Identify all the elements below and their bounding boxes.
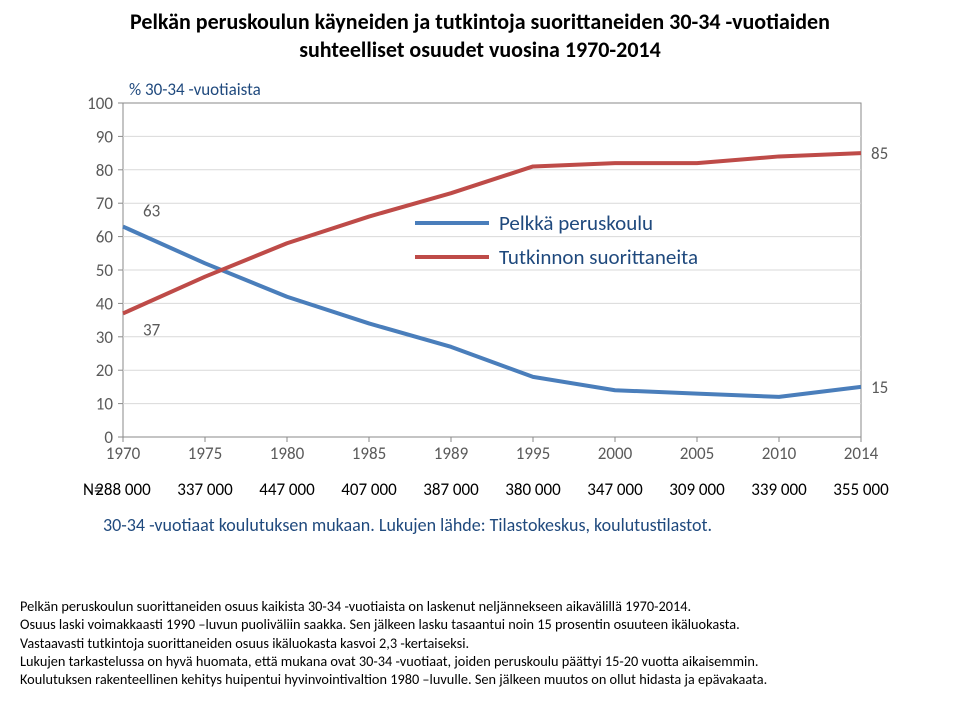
series-start-label-1: 37: [143, 319, 161, 340]
title-line-1: Pelkän peruskoulun käyneiden ja tutkinto…: [130, 8, 830, 35]
ytick-label: 40: [96, 293, 114, 314]
n-row-value: 380 000: [505, 479, 561, 500]
xtick-label: 1985: [352, 443, 386, 464]
footer-line: Koulutuksen rakenteellinen kehitys huipe…: [20, 670, 940, 688]
ytick-label: 10: [96, 394, 114, 415]
xtick-label: 1970: [106, 443, 141, 464]
n-row-value: 309 000: [669, 479, 725, 500]
ytick-label: 60: [96, 227, 114, 248]
footer-line: Lukujen tarkastelussa on hyvä huomata, e…: [20, 652, 940, 670]
series-end-label-1: 85: [871, 143, 888, 164]
y-axis-title: % 30-34 -vuotiaista: [129, 79, 261, 100]
legend-label-1: Tutkinnon suorittaneita: [499, 244, 698, 270]
series-end-label-0: 15: [871, 377, 888, 398]
chart-svg: 0102030405060708090100197019751980198519…: [45, 73, 915, 591]
series-line-0: [123, 227, 861, 397]
series-line-1: [123, 153, 861, 313]
title-line-2: suhteelliset osuudet vuosina 1970-2014: [299, 36, 661, 63]
ytick-label: 100: [87, 93, 113, 114]
ytick-label: 90: [96, 126, 114, 147]
page-title: Pelkän peruskoulun käyneiden ja tutkinto…: [20, 8, 940, 63]
series-start-label-0: 63: [143, 201, 160, 222]
n-row-value: 355 000: [833, 479, 889, 500]
n-row-value: 407 000: [341, 479, 397, 500]
xtick-label: 1980: [270, 443, 305, 464]
xtick-label: 1995: [516, 443, 550, 464]
n-row-value: 387 000: [423, 479, 479, 500]
footer-line: Osuus laski voimakkaasti 1990 –luvun puo…: [20, 615, 940, 633]
xtick-label: 1989: [434, 443, 469, 464]
xtick-label: 1975: [188, 443, 222, 464]
xtick-label: 2005: [680, 443, 714, 464]
n-row-value: 347 000: [587, 479, 643, 500]
xtick-label: 2000: [598, 443, 633, 464]
ytick-label: 30: [96, 327, 114, 348]
ytick-label: 80: [96, 160, 114, 181]
ytick-label: 50: [96, 260, 114, 281]
ytick-label: 70: [96, 193, 114, 214]
xtick-label: 2010: [762, 443, 797, 464]
legend-label-0: Pelkkä peruskoulu: [499, 210, 653, 236]
ytick-label: 20: [96, 360, 114, 381]
chart-area: 0102030405060708090100197019751980198519…: [45, 73, 915, 591]
n-row-value: 337 000: [177, 479, 233, 500]
footer-paragraph: Pelkän peruskoulun suorittaneiden osuus …: [20, 597, 940, 688]
footer-line: Vastaavasti tutkintoja suorittaneiden os…: [20, 634, 940, 652]
chart-caption: 30-34 -vuotiaat koulutuksen mukaan. Luku…: [103, 514, 712, 536]
n-row-value: 288 000: [95, 479, 151, 500]
n-row-value: 339 000: [751, 479, 807, 500]
n-row-value: 447 000: [259, 479, 315, 500]
footer-line: Pelkän peruskoulun suorittaneiden osuus …: [20, 597, 940, 615]
xtick-label: 2014: [844, 443, 879, 464]
